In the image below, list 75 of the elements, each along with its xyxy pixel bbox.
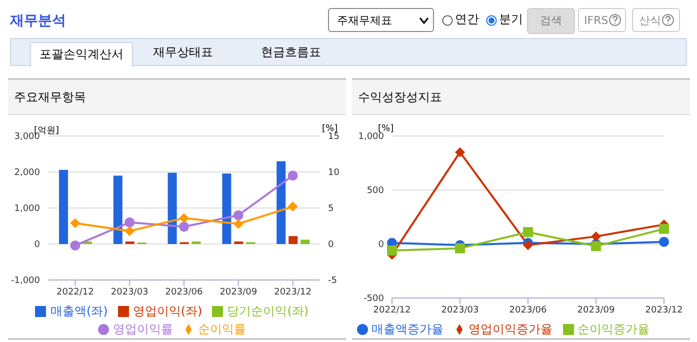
- y-tick-label: 1,000: [14, 204, 40, 214]
- point: [233, 218, 244, 229]
- legend-label: 순이익률: [198, 322, 246, 336]
- x-tick-label: 2023/12: [645, 305, 683, 316]
- x-tick-label: 2022/12: [373, 305, 411, 316]
- point: [659, 224, 669, 234]
- y2-tick-label: -5: [328, 276, 337, 286]
- chart-title: 수익성장성지표: [352, 80, 690, 115]
- y2-tick-label: 10: [328, 168, 340, 178]
- text: 주재무제표: [328, 8, 434, 32]
- x-tick-label: 2023/09: [220, 287, 258, 298]
- point: [455, 147, 465, 158]
- point: [455, 243, 465, 254]
- y2-tick-label: 5: [328, 204, 334, 214]
- legend-label: 당기순이익(좌): [227, 304, 309, 318]
- point: [179, 213, 189, 224]
- bar: [192, 241, 201, 244]
- point: [659, 236, 669, 247]
- y-tick-label: 0: [378, 240, 384, 250]
- bar: [234, 241, 244, 244]
- y-tick-label: 2,000: [14, 168, 40, 178]
- point: [179, 222, 189, 232]
- y2-tick-label: 15: [328, 132, 340, 142]
- text: 포괄손익계산서: [30, 42, 133, 67]
- point: [591, 241, 601, 252]
- y-tick-label: 0: [34, 240, 40, 250]
- text: 재무분석: [10, 12, 66, 30]
- y-tick-label: 500: [366, 186, 384, 196]
- point: [124, 226, 135, 236]
- text: 검색: [527, 8, 575, 34]
- y2-tick-label: 0: [328, 240, 334, 250]
- x-tick-label: 2023/03: [110, 287, 148, 298]
- point: [387, 245, 397, 256]
- y-tick-label: 3,000: [14, 132, 40, 142]
- bar: [276, 161, 286, 244]
- legend-label: 영업이익증가율: [468, 322, 552, 336]
- point: [124, 217, 135, 228]
- legend-label: 매출액(좌): [50, 304, 108, 318]
- point: [233, 210, 244, 220]
- point: [523, 227, 533, 238]
- legend-label: 영업이익률: [113, 322, 173, 336]
- x-tick-label: 2023/06: [509, 305, 547, 316]
- y-tick-label: 1,000: [358, 132, 384, 142]
- chart-title: 주요재무항목: [8, 80, 346, 115]
- point: [288, 170, 298, 181]
- x-tick-label: 2023/03: [441, 305, 479, 316]
- text: IFRS: [578, 8, 626, 32]
- point: [591, 231, 601, 242]
- bar: [113, 176, 122, 244]
- point: [70, 218, 80, 228]
- legend-label: 영업이익(좌): [132, 304, 202, 318]
- point: [70, 240, 80, 250]
- legend-label: 매출액증가율: [372, 322, 444, 336]
- bar: [168, 172, 177, 244]
- point: [288, 202, 298, 212]
- x-tick-label: 2023/09: [577, 305, 615, 316]
- text: 산식: [632, 8, 680, 32]
- point: [523, 240, 533, 250]
- bar: [59, 170, 68, 244]
- x-tick-label: 2023/12: [274, 287, 312, 298]
- y2-axis-title: [%]: [322, 124, 338, 134]
- text: 분기: [499, 11, 523, 28]
- y-tick-label: -1,000: [10, 276, 40, 286]
- text: 현금흐름표: [261, 44, 321, 61]
- x-tick-label: 2022/12: [56, 287, 94, 298]
- x-tick-label: 2023/06: [165, 287, 203, 298]
- bar: [125, 241, 134, 244]
- y-axis-title: [%]: [378, 124, 394, 134]
- bar: [222, 173, 232, 244]
- y-tick-label: -500: [364, 294, 384, 304]
- legend-label: 순이익증가율: [578, 322, 650, 336]
- text: 재무상태표: [153, 44, 213, 61]
- bar: [288, 236, 298, 244]
- bar: [300, 240, 310, 244]
- text: 연간: [455, 11, 479, 28]
